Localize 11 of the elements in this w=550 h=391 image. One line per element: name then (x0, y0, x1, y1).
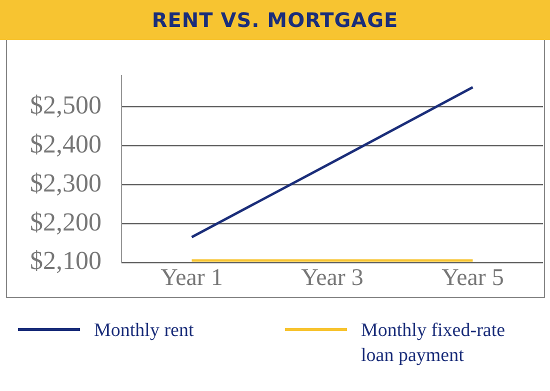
y-tick-label: $2,400 (30, 129, 102, 158)
chart-title: RENT VS. MORTGAGE (0, 0, 550, 40)
y-tick-label: $2,100 (30, 246, 102, 276)
y-tick-label: $2,200 (30, 207, 102, 236)
y-tick-label: $2,300 (30, 168, 102, 198)
legend-label: Monthly fixed-rate loan payment (361, 319, 506, 368)
x-tick-label: Year 1 (160, 265, 223, 292)
x-tick-label: Year 5 (442, 265, 504, 292)
legend-label: Monthly rent (94, 319, 195, 343)
y-tick-label: $2,500 (30, 90, 102, 120)
x-tick-label: Year 3 (301, 265, 364, 292)
